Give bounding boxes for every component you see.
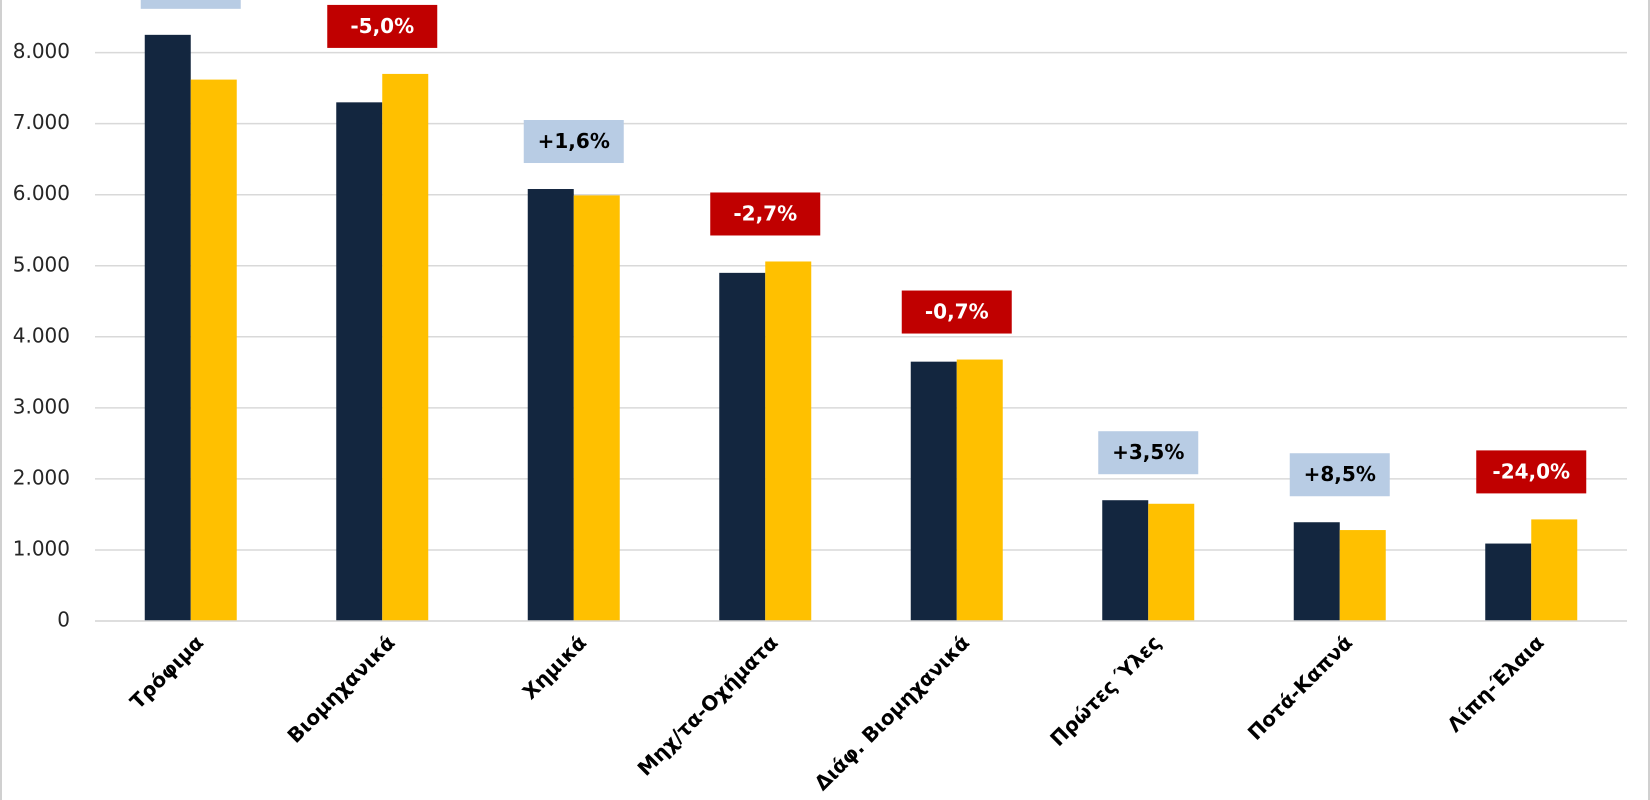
bar (1148, 503, 1195, 621)
y-tick-label: 7.000 (13, 110, 70, 134)
bar (336, 102, 383, 621)
bar (1531, 519, 1578, 621)
y-tick-label: 8.000 (13, 39, 70, 63)
y-tick-label: 0 (57, 608, 70, 632)
bar (765, 261, 812, 621)
change-annotation: +3,5% (1098, 431, 1199, 475)
annotation-box (140, 0, 241, 9)
y-tick-label: 2.000 (13, 465, 70, 489)
y-tick-label: 6.000 (13, 181, 70, 205)
change-annotation: +8,5% (1289, 453, 1390, 497)
y-tick-label: 4.000 (13, 323, 70, 347)
annotation-label: -0,7% (925, 300, 989, 324)
annotation-label: -24,0% (1492, 459, 1570, 483)
bar (527, 189, 574, 622)
annotation-label: +3,5% (1112, 440, 1184, 464)
bar (1102, 500, 1149, 621)
bar (573, 195, 620, 621)
bar (1293, 522, 1340, 621)
y-tick-label: 3.000 (13, 394, 70, 418)
annotation-label: -2,7% (733, 201, 797, 225)
annotation-box (523, 120, 624, 164)
annotation-label: +1,6% (538, 129, 610, 153)
bar (719, 272, 766, 621)
change-annotation: +1,6% (523, 120, 624, 164)
change-annotation: -24,0% (1476, 450, 1587, 494)
bar (956, 359, 1003, 621)
annotation-box (1476, 450, 1587, 494)
annotation-box (327, 4, 438, 48)
annotation-label: -5,0% (350, 14, 414, 38)
bar (190, 79, 237, 621)
bar (1485, 543, 1532, 621)
bar (144, 34, 191, 621)
annotation-label: +8,5% (1304, 462, 1376, 486)
annotation-box (1098, 431, 1199, 475)
change-annotation: -0,7% (901, 290, 1012, 334)
bar (910, 361, 957, 621)
annotation-box (901, 290, 1012, 334)
change-annotation: -5,0% (327, 4, 438, 48)
annotation-box (710, 192, 821, 236)
change-annotation: +8,3% (140, 0, 241, 9)
bar (382, 73, 429, 622)
y-tick-label: 5.000 (13, 252, 70, 276)
change-annotation: -2,7% (710, 192, 821, 236)
annotation-box (1289, 453, 1390, 497)
y-tick-label: 1.000 (13, 536, 70, 560)
bar (1339, 530, 1386, 621)
